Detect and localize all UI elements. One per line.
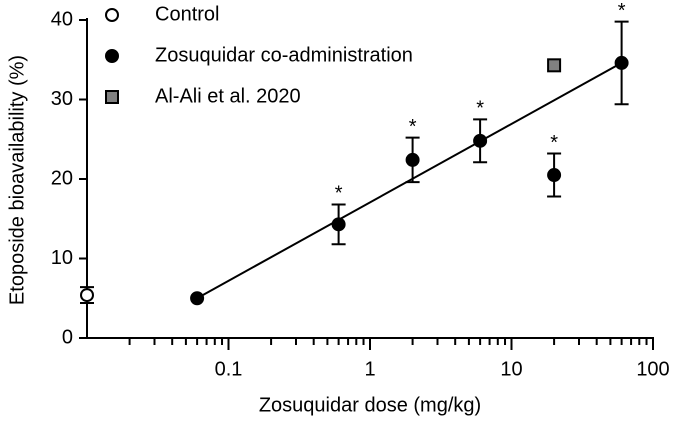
legend-label: Al-Ali et al. 2020 [155,85,301,107]
data-point [547,168,562,183]
x-axis-title: Zosuquidar dose (mg/kg) [259,394,481,416]
data-point [190,291,205,306]
legend-label: Zosuquidar co-administration [155,44,413,66]
significance-label: * [335,183,343,205]
legend-label: Control [155,3,219,25]
y-tick-label: 0 [62,326,73,348]
y-tick-label: 10 [51,247,73,269]
y-tick-label: 30 [51,88,73,110]
significance-label: * [618,0,626,22]
x-tick-label: 100 [636,358,669,380]
significance-label: * [550,132,558,154]
x-tick-label: 1 [364,358,375,380]
y-tick-label: 20 [51,167,73,189]
data-point [331,217,346,232]
data-point [473,133,488,148]
legend-marker [105,90,119,104]
significance-label: * [476,98,484,120]
x-tick-label: 10 [500,358,522,380]
data-point [80,288,94,303]
data-point [547,58,562,73]
y-tick-label: 40 [51,8,73,30]
legend-marker [105,49,119,63]
legend-marker [105,8,119,22]
y-axis-title: Etoposide bioavailability (%) [6,55,28,305]
fit-line [196,61,623,300]
significance-label: * [409,116,417,138]
x-tick-label: 0.1 [215,358,243,380]
data-point [405,152,420,167]
data-point [614,55,629,70]
